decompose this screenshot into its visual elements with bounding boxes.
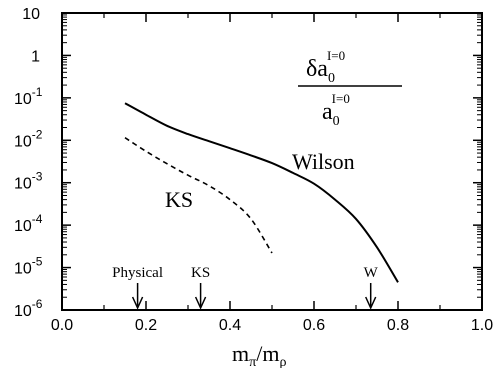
marker-arrow-head bbox=[194, 296, 207, 310]
y-tick-label: 10-1 bbox=[14, 85, 43, 108]
marker-w: W bbox=[364, 265, 379, 310]
x-tick-label: 0.0 bbox=[51, 317, 73, 334]
y-tick-label: 10-6 bbox=[14, 297, 43, 320]
marker-physical: Physical bbox=[112, 265, 163, 310]
x-tick-label: 0.2 bbox=[135, 317, 157, 334]
marker-ks: KS bbox=[191, 265, 210, 310]
x-tick-label: 1.0 bbox=[471, 317, 493, 334]
y-tick-label: 10-5 bbox=[14, 255, 43, 278]
series-label-ks: KS bbox=[165, 187, 193, 212]
y-tick-label: 10-4 bbox=[14, 212, 43, 235]
marker-label: W bbox=[364, 265, 379, 281]
x-axis-label: mπ/mρ bbox=[232, 341, 286, 368]
series-line-ks bbox=[124, 137, 273, 254]
series-label-wilson: Wilson bbox=[292, 149, 355, 174]
x-tick-label: 0.4 bbox=[219, 317, 241, 334]
marker-arrow-head bbox=[131, 296, 144, 310]
series-line-wilson bbox=[124, 102, 399, 283]
y-tick-label: 1 bbox=[31, 48, 40, 65]
marker-label: Physical bbox=[112, 265, 163, 281]
fraction-denominator: a0I=0 bbox=[322, 91, 350, 129]
y-tick-label: 10 bbox=[22, 6, 40, 23]
x-tick-label: 0.8 bbox=[387, 317, 409, 334]
y-tick-label: 10-3 bbox=[14, 170, 43, 193]
x-tick-label: 0.6 bbox=[303, 317, 325, 334]
marker-label: KS bbox=[191, 265, 210, 281]
y-tick-label: 10-2 bbox=[14, 127, 43, 150]
fraction-numerator: δa0I=0 bbox=[306, 48, 345, 86]
marker-arrow-head bbox=[365, 296, 377, 310]
fraction-annotation: δa0I=0 a0I=0 bbox=[298, 48, 402, 129]
